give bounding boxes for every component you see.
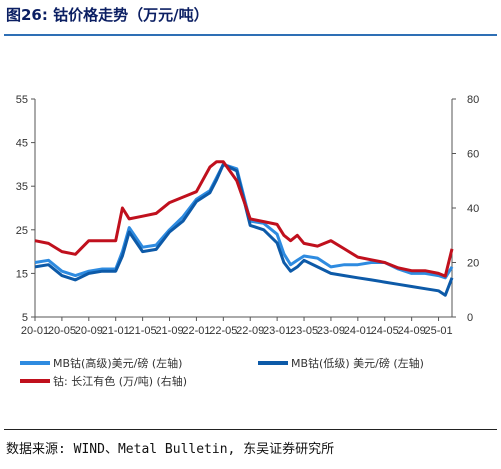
y-right-tick-label: 20 bbox=[467, 258, 479, 270]
x-tick-label: 22-05 bbox=[209, 325, 237, 337]
legend-label-2: MB钴(低级) 美元/磅 (左轴) bbox=[291, 356, 424, 370]
chart: 5 15 25 35 45 55 0 20 40 60 80 20-0120-0520-0921-01… bbox=[16, 94, 480, 388]
source-note: 数据来源: WIND、Metal Bulletin, 东吴证券研究所 bbox=[6, 442, 335, 457]
x-tick-label: 22-01 bbox=[182, 325, 210, 337]
x-tick-label: 20-01 bbox=[21, 325, 49, 337]
legend-label-1: MB钴(高级)美元/磅 (左轴) bbox=[53, 356, 182, 370]
legend-label-3: 钴: 长江有色 (万/吨) (右轴) bbox=[53, 374, 187, 388]
y-left-tick-label: 5 bbox=[22, 312, 28, 324]
x-tick-label: 21-01 bbox=[102, 325, 130, 337]
title-rule bbox=[4, 34, 497, 36]
y-left-tick-label: 15 bbox=[16, 268, 28, 280]
x-tick-label: 23-09 bbox=[317, 325, 345, 337]
y-left-tick-label: 35 bbox=[16, 181, 28, 193]
y-left-tick-label: 55 bbox=[16, 94, 28, 106]
x-tick-label: 23-01 bbox=[263, 325, 291, 337]
x-tick-label: 24-05 bbox=[371, 325, 399, 337]
source-rule bbox=[4, 429, 497, 430]
y-right-tick-label: 0 bbox=[467, 312, 473, 324]
y-right-tick-label: 80 bbox=[467, 94, 479, 106]
series-line-1 bbox=[34, 162, 454, 280]
series-line-3 bbox=[34, 160, 454, 278]
y-left-tick-label: 45 bbox=[16, 138, 28, 150]
x-tick-label: 20-05 bbox=[48, 325, 76, 337]
x-tick-label: 22-09 bbox=[236, 325, 264, 337]
x-tick-label: 21-09 bbox=[155, 325, 183, 337]
x-tick-label: 20-09 bbox=[75, 325, 103, 337]
y-right-tick-label: 60 bbox=[467, 149, 479, 161]
x-tick-label: 23-05 bbox=[290, 325, 318, 337]
chart-title: 图26: 钴价格走势（万元/吨） bbox=[6, 6, 209, 24]
x-tick-label: 21-05 bbox=[129, 325, 157, 337]
y-left-tick-label: 25 bbox=[16, 225, 28, 237]
y-right-tick-label: 40 bbox=[467, 203, 479, 215]
x-tick-label: 24-01 bbox=[344, 325, 372, 337]
series-line-2 bbox=[34, 162, 454, 297]
x-tick-label: 25-01 bbox=[424, 325, 452, 337]
x-tick-label: 24-09 bbox=[398, 325, 426, 337]
